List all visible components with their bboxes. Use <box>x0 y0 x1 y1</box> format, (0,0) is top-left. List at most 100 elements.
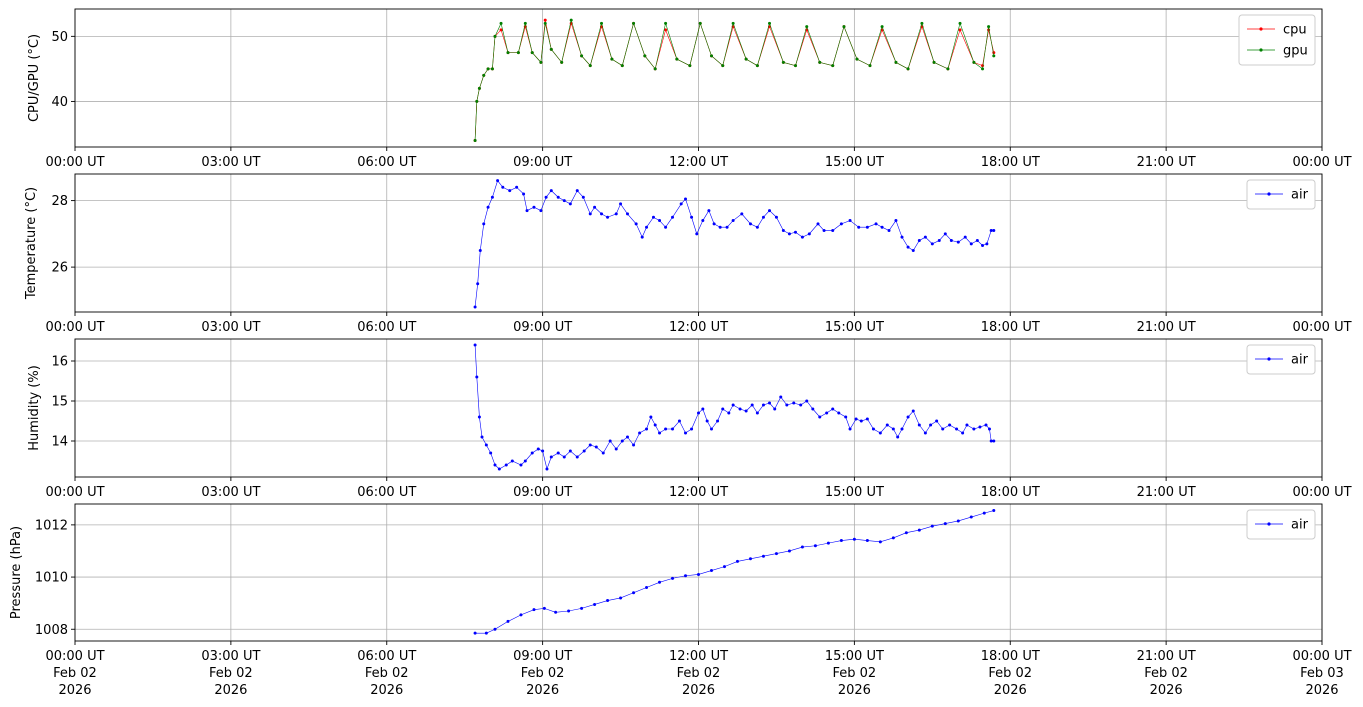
x-tick-label: 21:00 UT <box>1137 155 1196 170</box>
data-point <box>536 447 540 451</box>
legend: air <box>1246 179 1316 210</box>
data-point <box>580 606 584 610</box>
data-point <box>530 51 534 55</box>
data-point <box>750 403 754 407</box>
data-point <box>556 195 560 199</box>
x-tick-year: 2026 <box>214 683 247 698</box>
data-point <box>671 427 675 431</box>
data-point <box>709 54 713 58</box>
data-point <box>501 185 505 189</box>
data-point <box>497 467 501 471</box>
data-point <box>755 225 759 229</box>
x-tick-label: 18:00 UT <box>981 649 1040 664</box>
panel-4: 1008 1010 1012 Pressure (hPa) 00:00 UT Feb 02… <box>9 503 1352 698</box>
data-point <box>493 627 497 631</box>
data-point <box>955 427 959 431</box>
data-point <box>651 215 655 219</box>
legend: air <box>1246 509 1316 540</box>
data-point <box>477 86 481 90</box>
data-point <box>608 439 612 443</box>
data-point <box>969 242 973 246</box>
data-point <box>677 419 681 423</box>
data-point <box>917 423 921 427</box>
data-point <box>825 411 829 415</box>
data-point <box>718 225 722 229</box>
legend-box <box>1246 179 1316 210</box>
data-point <box>738 407 742 411</box>
data-point <box>653 423 657 427</box>
x-tick-label: 09:00 UT <box>513 320 572 335</box>
data-point <box>632 591 636 595</box>
data-point <box>606 215 610 219</box>
data-point <box>620 439 624 443</box>
data-point <box>645 586 649 590</box>
x-tick-label: 12:00 UT <box>669 155 728 170</box>
x-tick-date: Feb 02 <box>988 666 1032 681</box>
x-tick-label: 09:00 UT <box>513 649 572 664</box>
data-point <box>894 60 898 64</box>
data-point <box>727 411 731 415</box>
x-tick-label: 00:00 UT <box>45 485 104 500</box>
data-point <box>697 572 700 576</box>
data-point <box>549 47 553 51</box>
data-point <box>768 209 772 213</box>
x-tick-label: 00:00 UT <box>45 320 104 335</box>
legend-marker-gpu <box>1259 48 1263 52</box>
data-point <box>619 202 623 206</box>
data-point <box>855 57 859 61</box>
data-point <box>854 417 858 421</box>
y-tick-label: 16 <box>51 355 68 370</box>
data-point <box>761 215 765 219</box>
data-point <box>891 536 895 540</box>
x-tick-year: 2026 <box>682 683 715 698</box>
data-point <box>722 565 726 569</box>
data-point <box>634 222 638 226</box>
data-point <box>923 431 927 435</box>
legend-label-cpu: cpu <box>1283 23 1307 38</box>
x-tick-date: Feb 02 <box>365 666 409 681</box>
data-point <box>992 54 996 58</box>
data-point <box>664 28 668 32</box>
x-tick-label: 03:00 UT <box>201 649 260 664</box>
data-point <box>852 537 856 541</box>
x-tick-date: Feb 02 <box>209 666 253 681</box>
series-line-cpu <box>474 20 995 141</box>
data-point <box>523 459 527 463</box>
data-point <box>981 64 985 68</box>
legend-label-air: air <box>1291 188 1309 203</box>
data-point <box>539 209 543 213</box>
data-point <box>482 73 486 77</box>
data-point <box>619 596 623 600</box>
data-point <box>992 439 996 443</box>
data-point <box>709 569 713 573</box>
data-point <box>985 242 989 246</box>
data-point <box>475 375 479 379</box>
legend-label-gpu: gpu <box>1283 44 1308 59</box>
x-tick-label: 06:00 UT <box>357 320 416 335</box>
data-point <box>499 21 503 25</box>
y-axis-label: Humidity (%) <box>27 365 42 451</box>
data-point <box>490 195 494 199</box>
data-point <box>826 541 830 545</box>
data-point <box>473 305 477 309</box>
data-point <box>690 427 694 431</box>
y-tick-label: 26 <box>51 261 68 276</box>
data-point <box>929 423 933 427</box>
data-point <box>831 64 835 68</box>
data-point <box>871 427 875 431</box>
data-point <box>969 515 973 519</box>
data-point <box>987 25 991 29</box>
data-point <box>799 403 803 407</box>
data-point <box>857 225 861 229</box>
x-tick-label: 15:00 UT <box>825 155 884 170</box>
x-tick-year: 2026 <box>526 683 559 698</box>
data-point <box>748 557 752 561</box>
data-point <box>842 25 846 29</box>
x-tick-label: 00:00 UT <box>45 649 104 664</box>
x-tick-label: 15:00 UT <box>825 485 884 500</box>
data-point <box>543 21 547 25</box>
data-point <box>900 235 904 239</box>
x-tick-label: 06:00 UT <box>357 649 416 664</box>
data-point <box>937 239 941 243</box>
data-point <box>941 427 945 431</box>
